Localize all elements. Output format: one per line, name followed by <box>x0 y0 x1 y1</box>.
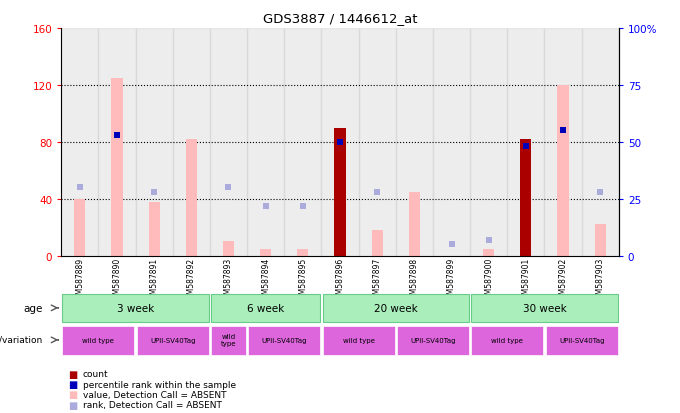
Bar <box>545 29 581 256</box>
Bar <box>211 326 246 356</box>
Point <box>558 128 568 134</box>
Bar <box>148 202 160 256</box>
Text: UPII-SV40Tag: UPII-SV40Tag <box>150 337 195 343</box>
Bar <box>297 249 309 256</box>
Point <box>335 139 345 146</box>
Bar <box>186 140 197 256</box>
Bar <box>483 249 494 256</box>
Bar <box>135 29 173 256</box>
Text: ■: ■ <box>68 389 78 399</box>
Text: wild
type: wild type <box>221 334 236 347</box>
Point <box>446 241 457 248</box>
Text: count: count <box>83 369 109 378</box>
Bar <box>558 85 568 256</box>
Text: ■: ■ <box>68 379 78 389</box>
Bar <box>99 29 135 256</box>
Bar <box>247 29 284 256</box>
Bar <box>137 326 209 356</box>
Bar <box>396 29 433 256</box>
Bar <box>284 29 322 256</box>
Text: UPII-SV40Tag: UPII-SV40Tag <box>410 337 456 343</box>
Bar <box>173 29 210 256</box>
Bar <box>470 29 507 256</box>
Bar <box>322 295 469 323</box>
Text: 6 week: 6 week <box>247 303 284 313</box>
Text: wild type: wild type <box>492 337 523 343</box>
Point <box>223 185 234 191</box>
Bar <box>74 199 86 256</box>
Bar <box>63 326 135 356</box>
Bar <box>409 192 420 256</box>
Bar <box>371 230 383 256</box>
Bar <box>397 326 469 356</box>
Bar <box>335 128 345 256</box>
Title: GDS3887 / 1446612_at: GDS3887 / 1446612_at <box>262 12 418 25</box>
Bar <box>211 295 320 323</box>
Bar <box>63 295 209 323</box>
Bar <box>520 140 532 256</box>
Bar <box>433 29 470 256</box>
Text: 30 week: 30 week <box>522 303 566 313</box>
Text: ■: ■ <box>68 369 78 379</box>
Text: genotype/variation: genotype/variation <box>0 336 43 344</box>
Point <box>372 189 383 196</box>
Bar <box>358 29 396 256</box>
Point <box>74 185 85 191</box>
Text: rank, Detection Call = ABSENT: rank, Detection Call = ABSENT <box>83 400 222 409</box>
Point <box>149 189 160 196</box>
Bar <box>594 225 606 256</box>
Bar <box>581 29 619 256</box>
Point <box>112 132 122 139</box>
Point <box>297 203 308 209</box>
Bar <box>545 326 617 356</box>
Text: wild type: wild type <box>82 337 114 343</box>
Point <box>483 237 494 243</box>
Bar <box>471 295 617 323</box>
Bar <box>61 29 99 256</box>
Bar <box>112 78 122 256</box>
Bar <box>223 242 234 256</box>
Text: value, Detection Call = ABSENT: value, Detection Call = ABSENT <box>83 390 226 399</box>
Point <box>595 189 606 196</box>
Text: UPII-SV40Tag: UPII-SV40Tag <box>262 337 307 343</box>
Text: UPII-SV40Tag: UPII-SV40Tag <box>559 337 605 343</box>
Bar <box>210 29 247 256</box>
Text: 3 week: 3 week <box>117 303 154 313</box>
Bar <box>471 326 543 356</box>
Bar <box>248 326 320 356</box>
Bar <box>322 29 358 256</box>
Point <box>520 144 531 150</box>
Text: percentile rank within the sample: percentile rank within the sample <box>83 380 236 389</box>
Text: 20 week: 20 week <box>374 303 418 313</box>
Bar <box>322 326 394 356</box>
Bar <box>260 249 271 256</box>
Text: age: age <box>23 303 43 313</box>
Text: wild type: wild type <box>343 337 375 343</box>
Bar <box>507 29 545 256</box>
Text: ■: ■ <box>68 400 78 410</box>
Point <box>260 203 271 209</box>
